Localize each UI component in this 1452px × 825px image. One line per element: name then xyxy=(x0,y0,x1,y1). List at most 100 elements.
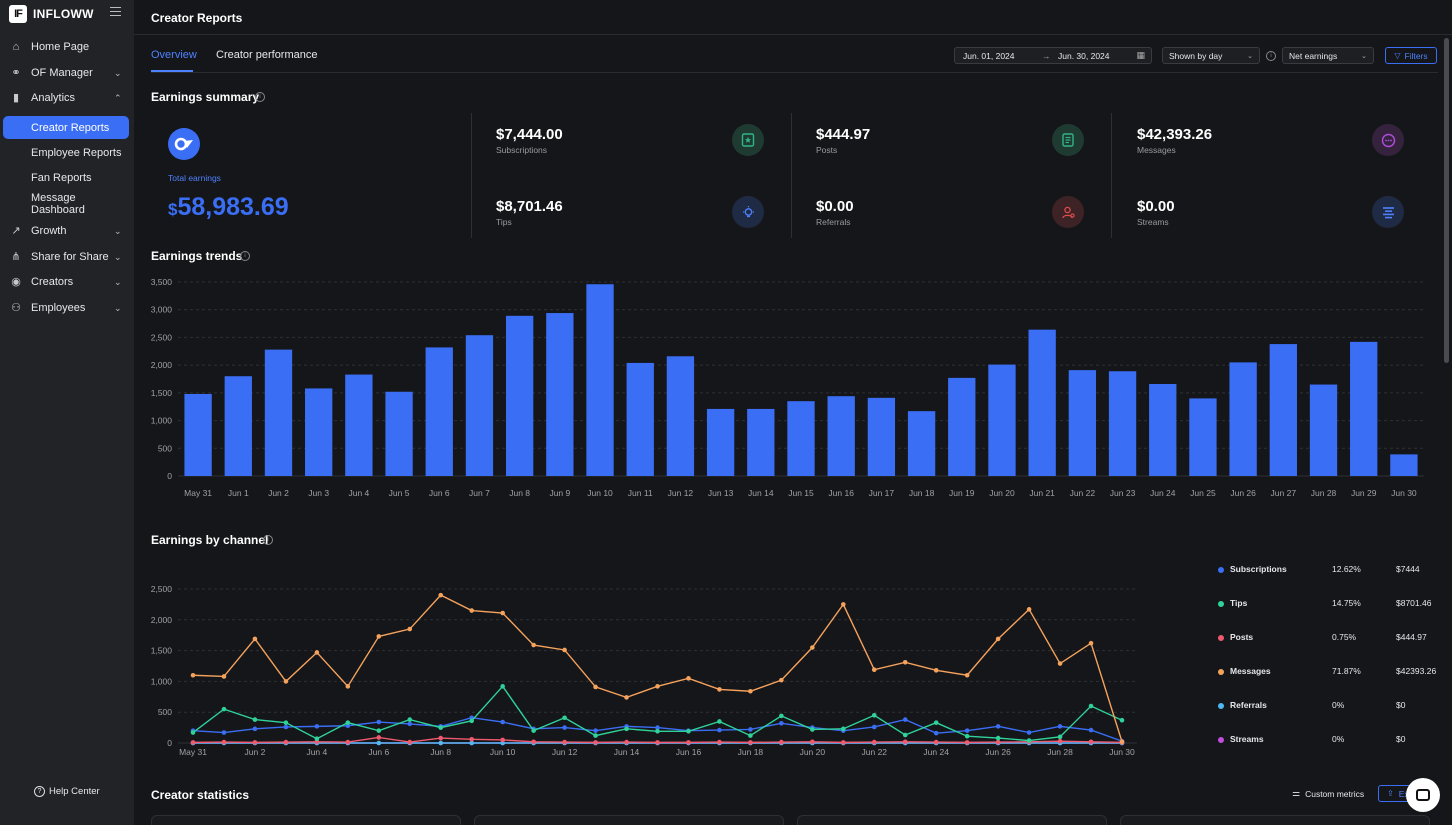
series-point[interactable] xyxy=(562,647,567,653)
bar[interactable] xyxy=(1028,329,1056,476)
series-point[interactable] xyxy=(964,728,970,733)
series-point[interactable] xyxy=(190,730,196,735)
series-point[interactable] xyxy=(500,737,505,743)
date-range-picker[interactable]: Jun. 01, 2024 → Jun. 30, 2024 ▦ xyxy=(954,47,1152,64)
info-icon[interactable]: i xyxy=(255,92,265,102)
series-point[interactable] xyxy=(902,717,908,722)
bar[interactable] xyxy=(1269,344,1297,476)
sidebar-item-share-for-share[interactable]: ⋔ Share for Share ⌄ xyxy=(0,245,134,269)
series-point[interactable] xyxy=(964,740,970,745)
series-point[interactable] xyxy=(686,728,691,734)
legend-item-posts[interactable]: Posts 0.75% $444.97 xyxy=(1218,632,1438,646)
bar[interactable] xyxy=(184,393,212,476)
series-point[interactable] xyxy=(283,679,289,684)
bar[interactable] xyxy=(827,396,855,476)
series-point[interactable] xyxy=(779,720,784,726)
series-point[interactable] xyxy=(748,727,753,732)
bar[interactable] xyxy=(1068,370,1097,476)
series-point[interactable] xyxy=(252,717,258,722)
bar[interactable] xyxy=(1350,341,1378,476)
info-icon[interactable]: i xyxy=(1266,51,1276,61)
series-point[interactable] xyxy=(283,739,289,745)
bar[interactable] xyxy=(988,364,1016,476)
info-icon[interactable]: i xyxy=(240,251,250,261)
series-point[interactable] xyxy=(221,730,227,735)
series-point[interactable] xyxy=(531,728,536,733)
series-point[interactable] xyxy=(1119,739,1125,745)
tab-creator-performance[interactable]: Creator performance xyxy=(216,49,318,61)
series-point[interactable] xyxy=(871,667,877,672)
bar[interactable] xyxy=(948,377,976,476)
series-point[interactable] xyxy=(283,724,289,730)
series-point[interactable] xyxy=(933,720,939,725)
series-point[interactable] xyxy=(717,739,722,745)
series-point[interactable] xyxy=(995,735,1001,741)
series-point[interactable] xyxy=(562,739,567,745)
page-scrollbar[interactable] xyxy=(1444,38,1449,363)
bar[interactable] xyxy=(867,397,896,476)
series-point[interactable] xyxy=(438,740,444,746)
filters-button[interactable]: ▽ Filters xyxy=(1385,47,1437,64)
series-point[interactable] xyxy=(655,684,660,689)
series-point[interactable] xyxy=(1057,734,1063,740)
bar[interactable] xyxy=(1108,371,1137,476)
bar[interactable] xyxy=(666,356,695,476)
series-point[interactable] xyxy=(1026,738,1032,743)
menu-toggle-icon[interactable] xyxy=(110,7,121,16)
series-point[interactable] xyxy=(469,737,475,742)
series-point[interactable] xyxy=(500,610,505,616)
series-point[interactable] xyxy=(779,713,784,719)
series-point[interactable] xyxy=(1057,738,1063,744)
series-point[interactable] xyxy=(779,739,784,745)
series-point[interactable] xyxy=(748,740,753,745)
series-point[interactable] xyxy=(562,715,567,721)
series-point[interactable] xyxy=(717,719,722,724)
series-point[interactable] xyxy=(314,736,320,741)
series-point[interactable] xyxy=(1088,727,1094,733)
bar[interactable] xyxy=(586,284,614,476)
series-point[interactable] xyxy=(810,739,815,745)
series-point[interactable] xyxy=(871,724,877,730)
sidebar-subitem-fan-reports[interactable]: Fan Reports xyxy=(3,166,129,189)
bar[interactable] xyxy=(626,362,654,476)
sidebar-item-home[interactable]: ⌂ Home Page xyxy=(0,35,134,59)
bar[interactable] xyxy=(385,391,413,476)
series-point[interactable] xyxy=(376,719,382,725)
series-point[interactable] xyxy=(810,727,815,732)
series-point[interactable] xyxy=(190,740,196,745)
series-point[interactable] xyxy=(686,740,691,745)
series-point[interactable] xyxy=(531,739,536,745)
series-point[interactable] xyxy=(717,727,722,733)
series-point[interactable] xyxy=(1057,661,1063,666)
series-point[interactable] xyxy=(841,740,846,745)
series-point[interactable] xyxy=(748,733,753,738)
series-point[interactable] xyxy=(933,730,939,736)
help-center-link[interactable]: ? Help Center xyxy=(34,786,100,797)
series-point[interactable] xyxy=(686,676,691,681)
series-point[interactable] xyxy=(407,721,413,727)
series-point[interactable] xyxy=(376,634,382,639)
bar[interactable] xyxy=(1390,454,1418,476)
series-point[interactable] xyxy=(500,684,505,689)
series-point[interactable] xyxy=(469,608,475,613)
series-point[interactable] xyxy=(407,626,413,632)
series-point[interactable] xyxy=(469,740,475,746)
series-point[interactable] xyxy=(190,672,196,678)
series-point[interactable] xyxy=(221,739,227,745)
series-point[interactable] xyxy=(345,739,351,745)
sidebar-subitem-creator-reports[interactable]: Creator Reports xyxy=(3,116,129,139)
series-point[interactable] xyxy=(902,732,908,738)
series-point[interactable] xyxy=(1026,730,1032,735)
legend-item-subscriptions[interactable]: Subscriptions 12.62% $7444 xyxy=(1218,564,1438,578)
series-point[interactable] xyxy=(252,740,258,745)
series-point[interactable] xyxy=(500,719,505,725)
series-point[interactable] xyxy=(531,642,536,648)
series-point[interactable] xyxy=(314,724,320,729)
series-point[interactable] xyxy=(964,672,970,678)
series-point[interactable] xyxy=(438,735,444,741)
series-point[interactable] xyxy=(593,740,598,745)
series-point[interactable] xyxy=(376,728,382,733)
bar[interactable] xyxy=(264,349,293,476)
info-icon[interactable]: i xyxy=(263,535,273,545)
series-point[interactable] xyxy=(1088,739,1094,745)
